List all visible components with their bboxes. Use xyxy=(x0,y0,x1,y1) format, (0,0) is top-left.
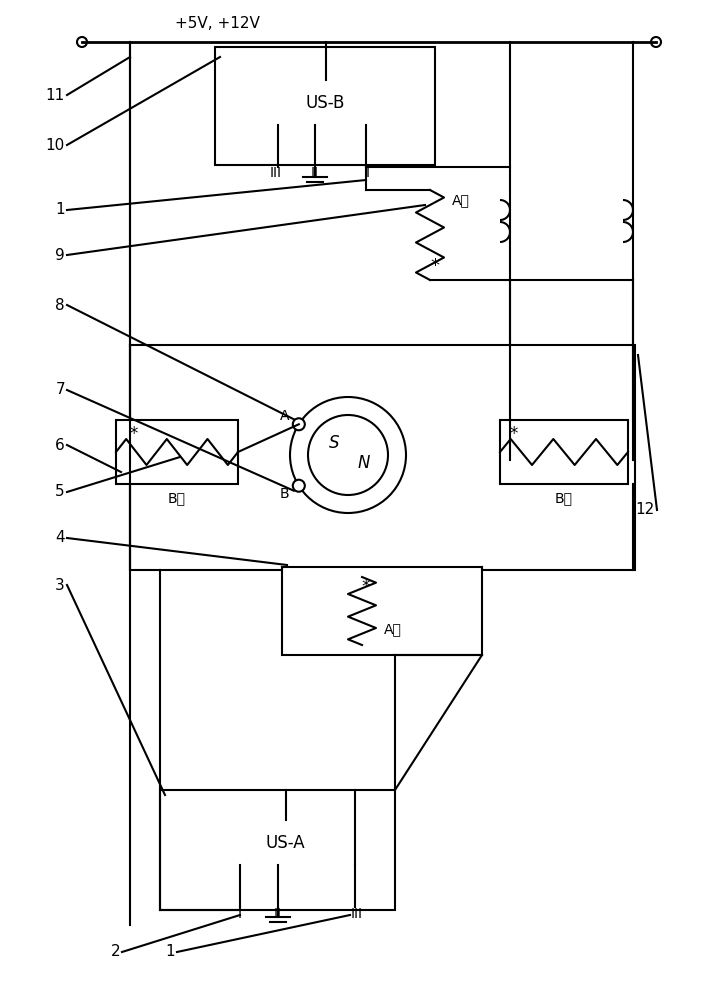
Text: 7: 7 xyxy=(56,382,65,397)
Text: III: III xyxy=(351,907,363,921)
Text: 11: 11 xyxy=(46,88,65,103)
Text: B壹: B壹 xyxy=(555,491,573,505)
Text: A一: A一 xyxy=(384,622,402,636)
Bar xyxy=(215,47,435,165)
Text: 12: 12 xyxy=(635,502,655,518)
Text: III: III xyxy=(270,166,282,180)
Circle shape xyxy=(308,415,388,495)
Text: 3: 3 xyxy=(55,578,65,592)
Text: A: A xyxy=(280,409,290,423)
Text: N: N xyxy=(358,454,370,472)
Text: *: * xyxy=(130,425,139,443)
Bar xyxy=(160,790,395,910)
Text: II: II xyxy=(274,907,282,921)
Text: II: II xyxy=(311,166,319,180)
Text: 6: 6 xyxy=(55,438,65,452)
Text: I: I xyxy=(238,907,242,921)
Text: B: B xyxy=(280,487,290,501)
Text: 1: 1 xyxy=(56,202,65,218)
Bar xyxy=(248,80,403,125)
Circle shape xyxy=(651,37,661,47)
Text: B贰: B贰 xyxy=(168,491,186,505)
Text: 5: 5 xyxy=(56,485,65,499)
Text: 1: 1 xyxy=(166,944,175,960)
Bar xyxy=(208,820,363,865)
Text: A二: A二 xyxy=(452,193,470,207)
Circle shape xyxy=(290,397,406,513)
Circle shape xyxy=(77,37,87,47)
Text: 2: 2 xyxy=(111,944,120,960)
Circle shape xyxy=(293,480,305,492)
Text: US-A: US-A xyxy=(266,834,306,852)
Bar xyxy=(500,420,628,484)
Text: S: S xyxy=(328,434,339,452)
Bar xyxy=(116,420,238,484)
Circle shape xyxy=(293,418,305,430)
Bar xyxy=(130,345,635,570)
Text: 9: 9 xyxy=(55,247,65,262)
Text: *: * xyxy=(362,578,370,596)
Text: 4: 4 xyxy=(56,530,65,546)
Text: 10: 10 xyxy=(46,137,65,152)
Text: 8: 8 xyxy=(56,298,65,312)
Text: US-B: US-B xyxy=(306,94,345,111)
Text: *: * xyxy=(510,425,518,443)
Text: *: * xyxy=(431,257,440,275)
Text: +5V, +12V: +5V, +12V xyxy=(175,15,260,30)
Text: I: I xyxy=(366,166,370,180)
Bar xyxy=(282,567,482,655)
